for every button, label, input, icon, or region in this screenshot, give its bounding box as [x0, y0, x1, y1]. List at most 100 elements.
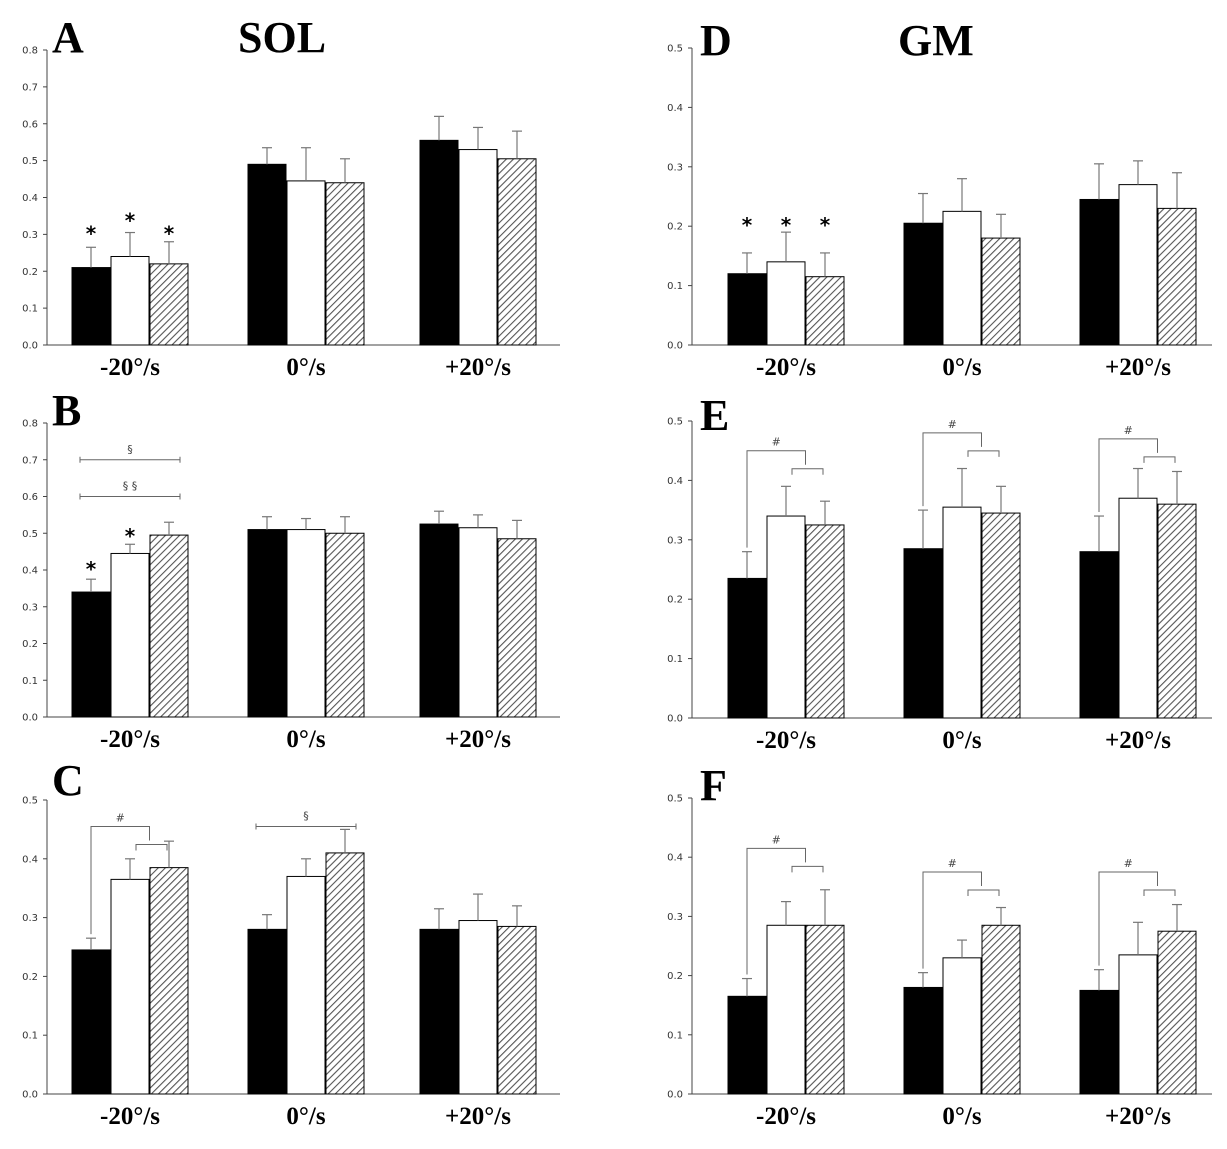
x-tick-label: +20°/s: [1105, 727, 1171, 754]
y-tick-label: 0.6: [22, 119, 38, 130]
y-tick-label: 0.1: [667, 1030, 683, 1041]
x-tick-label: 0°/s: [942, 1103, 981, 1130]
y-tick-label: 0.0: [667, 714, 683, 725]
bar: [981, 237, 1021, 346]
x-tick-label: 0°/s: [286, 1103, 325, 1130]
bracket-label: #: [948, 857, 957, 870]
x-tick-label: +20°/s: [1105, 1103, 1171, 1130]
y-tick-label: 0.4: [22, 193, 38, 204]
significance-star: *: [125, 524, 136, 548]
bracket-label: #: [772, 436, 781, 449]
bar: [1079, 989, 1119, 1095]
chart-panel-f: 0.0 0.1 0.2 0.3 0.4 0.5 -20°/s 0°/s +20°/s F # # #: [667, 761, 1212, 1130]
y-tick-label: 0.0: [667, 341, 683, 352]
y-tick-label: 0.3: [22, 913, 38, 924]
bar: [247, 163, 287, 346]
y-tick-label: 0.4: [667, 853, 683, 864]
x-tick-label: -20°/s: [100, 354, 160, 381]
panel-label: F: [700, 761, 727, 810]
significance-star: *: [742, 213, 753, 237]
bar: [1157, 503, 1197, 719]
x-tick-label: +20°/s: [445, 354, 511, 381]
x-tick-label: +20°/s: [445, 1103, 511, 1130]
y-tick-label: 0.5: [667, 44, 683, 55]
y-tick-label: 0.4: [22, 566, 38, 577]
y-tick-label: 0.2: [667, 971, 683, 982]
bracket-label: #: [948, 418, 957, 431]
bar: [942, 210, 982, 346]
bar: [497, 158, 537, 346]
bar: [1118, 954, 1158, 1095]
y-tick-label: 0.5: [667, 794, 683, 805]
y-tick-label: 0.2: [22, 639, 38, 650]
bracket-label: #: [116, 811, 125, 824]
comparison-bracket-outer: [1098, 871, 1158, 966]
significance-star: *: [164, 221, 175, 245]
y-tick-label: 0.2: [667, 595, 683, 606]
y-tick-label: 0.4: [667, 476, 683, 487]
bar: [942, 506, 982, 719]
bar: [903, 986, 943, 1095]
bracket-label: §: [303, 809, 309, 822]
bar: [325, 182, 365, 346]
muscle-label: SOL: [238, 13, 326, 62]
x-tick-label: 0°/s: [286, 726, 325, 753]
y-tick-label: 0.7: [22, 455, 38, 466]
chart-panel-e: 0.0 0.1 0.2 0.3 0.4 0.5 -20°/s 0°/s +20°/s E # # #: [667, 391, 1212, 754]
bar: [110, 552, 150, 718]
x-tick-label: -20°/s: [100, 726, 160, 753]
x-tick-label: +20°/s: [1105, 354, 1171, 381]
y-tick-label: 0.2: [667, 222, 683, 233]
bar: [981, 512, 1021, 719]
x-tick-label: 0°/s: [286, 354, 325, 381]
bar: [458, 149, 498, 346]
bar: [805, 276, 845, 346]
bar: [497, 925, 537, 1095]
y-tick-label: 0.8: [22, 46, 38, 57]
significance-star: *: [781, 213, 792, 237]
chart-panel-a: 0.0 0.1 0.2 0.3 0.4 0.5 0.6 0.7 0.8 -20°/s 0°/s +20…: [22, 13, 560, 381]
bar: [766, 261, 806, 346]
y-tick-label: 0.2: [22, 267, 38, 278]
y-tick-label: 0.4: [667, 103, 683, 114]
comparison-bracket-inner: [791, 865, 824, 873]
y-tick-label: 0.0: [22, 713, 38, 724]
y-tick-label: 0.6: [22, 492, 38, 503]
y-tick-label: 0.3: [22, 602, 38, 613]
y-tick-label: 0.0: [22, 1090, 38, 1101]
bar: [71, 949, 111, 1095]
bar: [325, 852, 365, 1095]
comparison-bracket-inner: [1143, 456, 1176, 463]
y-tick-label: 0.3: [667, 162, 683, 173]
bar: [1157, 930, 1197, 1095]
comparison-bracket-outer: [922, 871, 982, 969]
y-tick-label: 0.3: [667, 912, 683, 923]
bar: [903, 222, 943, 346]
bar: [149, 867, 189, 1095]
y-tick-label: 0.5: [667, 417, 683, 428]
x-tick-label: +20°/s: [445, 726, 511, 753]
y-tick-label: 0.2: [22, 972, 38, 983]
bar: [419, 523, 459, 718]
y-tick-label: 0.0: [22, 341, 38, 352]
bar: [419, 928, 459, 1095]
bar: [727, 995, 767, 1095]
bar: [766, 924, 806, 1095]
comparison-bracket-outer: [746, 847, 806, 975]
y-tick-label: 0.0: [667, 1090, 683, 1101]
bracket-label: #: [1124, 857, 1133, 870]
bar: [110, 878, 150, 1095]
bar: [903, 548, 943, 719]
y-tick-label: 0.1: [667, 281, 683, 292]
bar: [458, 920, 498, 1095]
bar: [766, 515, 806, 719]
y-tick-label: 0.1: [22, 1031, 38, 1042]
y-tick-label: 0.1: [667, 654, 683, 665]
bar: [149, 263, 189, 346]
y-tick-label: 0.7: [22, 82, 38, 93]
panel-label: B: [52, 386, 81, 435]
chart-panel-c: 0.0 0.1 0.2 0.3 0.4 0.5 -20°/s 0°/s +20°/s C # §: [22, 756, 560, 1130]
bar: [325, 532, 365, 718]
y-tick-label: 0.4: [22, 854, 38, 865]
panel-label: C: [52, 756, 84, 805]
